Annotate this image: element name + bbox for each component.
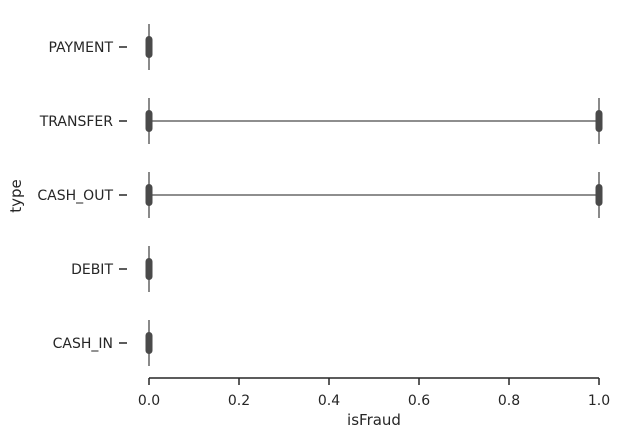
violin-debit: [145, 246, 153, 292]
violins: [145, 24, 603, 366]
y-tick-label: TRANSFER: [39, 114, 114, 130]
y-tick-label: PAYMENT: [48, 40, 113, 56]
violin-body: [595, 184, 603, 206]
violin-body: [145, 258, 153, 280]
violin-body: [145, 110, 153, 132]
violin-cash-out: [145, 172, 603, 218]
x-tick-label: 0.8: [498, 393, 520, 409]
y-axis-label: type: [7, 179, 25, 213]
violin-transfer: [145, 98, 603, 144]
violin-cash-in: [145, 320, 153, 366]
x-tick-label: 0.6: [408, 393, 430, 409]
violin-body: [595, 110, 603, 132]
x-tick-label: 0.4: [318, 393, 340, 409]
y-tick-label: CASH_OUT: [37, 188, 113, 204]
violin-body: [145, 36, 153, 58]
violin-body: [145, 332, 153, 354]
violin-body: [145, 184, 153, 206]
y-tick-label: CASH_IN: [53, 336, 113, 352]
x-axis: 0.0 0.2 0.4 0.6 0.8 1.0: [138, 377, 610, 409]
x-axis-label: isFraud: [347, 411, 401, 429]
y-axis: PAYMENT TRANSFER CASH_OUT DEBIT CASH_IN: [37, 40, 127, 352]
y-tick-label: DEBIT: [71, 262, 113, 278]
violin-payment: [145, 24, 153, 70]
x-tick-label: 0.2: [228, 393, 250, 409]
x-tick-label: 0.0: [138, 393, 160, 409]
x-tick-label: 1.0: [588, 393, 610, 409]
